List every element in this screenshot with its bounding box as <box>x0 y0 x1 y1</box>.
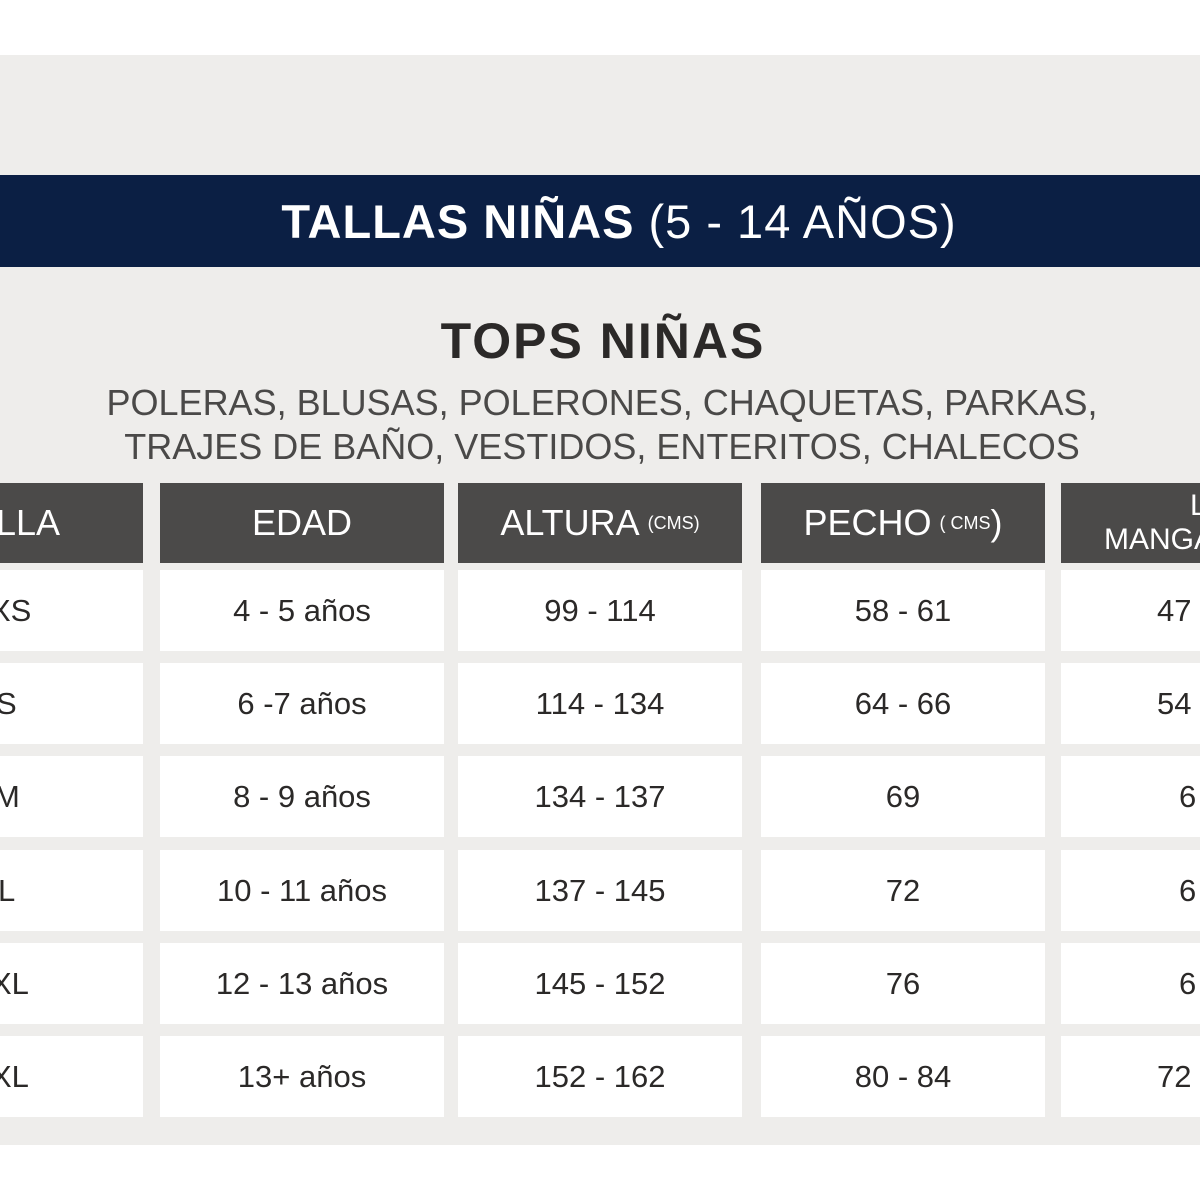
table-cell-edad: 13+ años <box>160 1036 444 1117</box>
table-cell-largo: 6 <box>1061 756 1200 837</box>
section-title: TOPS NIÑAS <box>440 313 766 369</box>
table-cell-altura: 99 - 114 <box>458 570 742 651</box>
cell-text: 6 <box>1179 965 1197 1001</box>
table-cell-pecho: 58 - 61 <box>761 570 1045 651</box>
cell-text: 145 - 152 <box>534 965 666 1001</box>
header-largo-line1: LAR <box>1190 489 1200 522</box>
banner-title-bold: TALLAS NIÑAS <box>281 194 635 248</box>
header-talla: LLA <box>0 483 143 563</box>
banner-title: TALLAS NIÑAS (5 - 14 AÑOS) <box>0 175 1200 267</box>
cell-text: 76 <box>885 965 921 1001</box>
header-pecho-label: PECHO <box>803 502 932 543</box>
table-cell-talla: XL <box>0 1036 143 1117</box>
table-cell-altura: 152 - 162 <box>458 1036 742 1117</box>
header-altura: ALTURA (CMS) <box>458 483 742 563</box>
header-talla-label: LLA <box>0 502 60 543</box>
cell-text: XS <box>0 592 32 628</box>
header-pecho-close: ) <box>990 502 1003 543</box>
cell-text: 4 - 5 años <box>233 592 371 628</box>
header-altura-unit: (CMS) <box>647 512 700 533</box>
cell-text: 64 - 66 <box>854 685 952 721</box>
table-cell-edad: 12 - 13 años <box>160 943 444 1024</box>
table-cell-largo: 47 <box>1061 570 1200 651</box>
table-cell-largo: 6 <box>1061 850 1200 931</box>
banner-title-age-range: (5 - 14 AÑOS) <box>648 194 957 248</box>
header-altura-label: ALTURA <box>500 502 640 543</box>
cell-text: 12 - 13 años <box>215 965 389 1001</box>
table-cell-edad: 6 -7 años <box>160 663 444 744</box>
table-cell-altura: 137 - 145 <box>458 850 742 931</box>
cell-text: 6 -7 años <box>237 685 367 721</box>
table-cell-pecho: 76 <box>761 943 1045 1024</box>
section-subtitle-line2: TRAJES DE BAÑO, VESTIDOS, ENTERITOS, CHA… <box>124 426 1080 467</box>
table-cell-edad: 4 - 5 años <box>160 570 444 651</box>
table-cell-pecho: 69 <box>761 756 1045 837</box>
cell-text: 99 - 114 <box>544 592 656 628</box>
cell-text: 6 <box>1179 778 1197 814</box>
cell-text: 72 <box>1157 1058 1192 1094</box>
cell-text: S <box>0 685 17 721</box>
table-cell-pecho: 72 <box>761 850 1045 931</box>
cell-text: 6 <box>1179 872 1197 908</box>
cell-text: XL <box>0 1058 29 1094</box>
header-largo-line2: MANGA <box>1104 523 1200 556</box>
table-cell-largo: 6 <box>1061 943 1200 1024</box>
header-largo-manga: LAR MANGA <box>1061 483 1200 563</box>
table-cell-pecho: 64 - 66 <box>761 663 1045 744</box>
cell-text: 80 - 84 <box>854 1058 952 1094</box>
cell-text: 114 - 134 <box>535 685 665 721</box>
cell-text: 10 - 11 años <box>216 872 388 908</box>
table-cell-altura: 134 - 137 <box>458 756 742 837</box>
cell-text: 58 - 61 <box>854 592 952 628</box>
table-cell-talla: S <box>0 663 143 744</box>
cell-text: M <box>0 778 20 814</box>
cell-text: 134 - 137 <box>534 778 666 814</box>
section-subtitle-line1: POLERAS, BLUSAS, POLERONES, CHAQUETAS, P… <box>106 382 1098 423</box>
table-cell-talla: L <box>0 850 143 931</box>
table-cell-largo: 54 <box>1061 663 1200 744</box>
table-cell-pecho: 80 - 84 <box>761 1036 1045 1117</box>
table-cell-altura: 145 - 152 <box>458 943 742 1024</box>
cell-text: 137 - 145 <box>534 872 666 908</box>
table-cell-altura: 114 - 134 <box>458 663 742 744</box>
header-pecho: PECHO ( CMS ) <box>761 483 1045 563</box>
cell-text: 69 <box>885 778 921 814</box>
cell-text: 13+ años <box>237 1058 367 1094</box>
cell-text: 152 - 162 <box>534 1058 666 1094</box>
title-banner <box>0 175 1200 267</box>
cell-text: 47 <box>1157 592 1192 628</box>
cell-text: L <box>0 872 16 908</box>
header-edad-label: EDAD <box>251 502 353 543</box>
table-cell-talla: XL <box>0 943 143 1024</box>
header-pecho-unit: ( CMS <box>939 512 991 533</box>
cell-text: XL <box>0 965 29 1001</box>
table-cell-talla: M <box>0 756 143 837</box>
cell-text: 8 - 9 años <box>233 778 371 814</box>
cell-text: 54 <box>1157 685 1192 721</box>
cell-text: 72 <box>885 872 921 908</box>
table-cell-talla: XS <box>0 570 143 651</box>
header-edad: EDAD <box>160 483 444 563</box>
table-cell-edad: 10 - 11 años <box>160 850 444 931</box>
table-cell-largo: 72 <box>1061 1036 1200 1117</box>
table-cell-edad: 8 - 9 años <box>160 756 444 837</box>
